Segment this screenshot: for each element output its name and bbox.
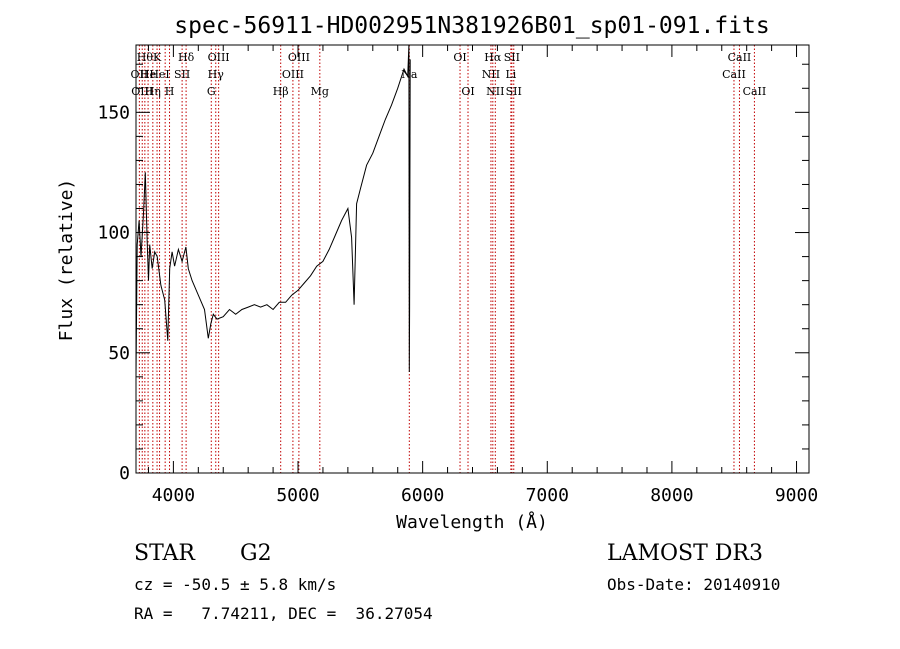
spectral-line-labels: OIIOIIIHθHeHηKHeIHSIIHδGHγOIIIHβOIIIOIII… [131,51,767,98]
y-tick-label: 50 [108,343,130,364]
spectral-line-label: CaII [743,85,767,98]
chart-title: spec-56911-HD002951N381926B01_sp01-091.f… [174,13,769,39]
redshift-cz: cz = -50.5 ± 5.8 km/s [134,575,336,594]
spectral-line-label: Hα [484,51,502,64]
spectral-line-label: H [165,85,175,98]
spectral-line-label: He [140,68,156,81]
y-tick-label: 150 [97,102,130,123]
spectral-line-label: Hθ [137,51,154,64]
x-axis-label: Wavelength (Å) [396,511,548,533]
spectral-line-label: OIII [288,51,310,64]
spectral-line-label: OI [453,51,466,64]
spectral-line-label: OIII [208,51,230,64]
spectral-line-label: SII [174,68,190,81]
spectral-line-label: SII [506,85,522,98]
spectral-line-label: Hβ [273,85,289,98]
y-tick-label: 0 [119,463,130,484]
spectral-line-label: HeI [149,68,169,81]
spectral-line-label: Hη [145,85,161,98]
spectral-line-label: Hδ [178,51,195,64]
x-tick-label: 7000 [526,485,569,506]
spectral-line-label: CaII [728,51,752,64]
x-axis: 4000 5000 6000 7000 8000 9000 [147,45,818,506]
spectral-line-label: Li [505,68,516,81]
y-tick-label: 100 [97,223,130,244]
ra-dec-coordinates: RA = 7.74211, DEC = 36.27054 [134,604,433,623]
spectral-line-label: OI [461,85,474,98]
spectral-line-label: Hγ [208,68,225,81]
spectral-line-label: CaII [722,68,746,81]
observation-date: Obs-Date: 20140910 [607,575,780,594]
spectral-line-label: SII [504,51,520,64]
x-tick-label: 5000 [276,485,319,506]
x-tick-label: 4000 [152,485,195,506]
y-axis-label: Flux (relative) [56,179,77,342]
object-class: STAR [134,541,196,566]
spectrum-series-line [135,44,411,377]
spectral-line-label: OII [131,68,149,81]
spectral-line-markers [138,45,755,473]
object-subclass: G2 [240,541,272,566]
x-tick-label: 6000 [401,485,444,506]
spectral-line-label: Mg [311,85,329,98]
x-tick-label: 9000 [775,485,818,506]
spectral-line-label: NII [482,68,500,81]
plot-frame [135,44,810,474]
x-tick-label: 8000 [650,485,693,506]
survey-name: LAMOST DR3 [607,541,763,566]
y-axis: 0 50 100 150 [97,63,809,484]
spectral-line-label: G [207,85,216,98]
spectral-line-label: NII [486,85,504,98]
spectral-line-label: K [153,51,162,64]
spectral-line-label: OIII [282,68,304,81]
